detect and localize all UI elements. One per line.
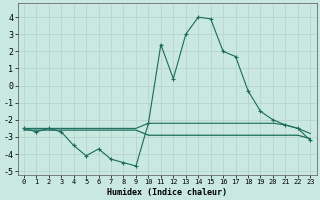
X-axis label: Humidex (Indice chaleur): Humidex (Indice chaleur) [107, 188, 227, 197]
